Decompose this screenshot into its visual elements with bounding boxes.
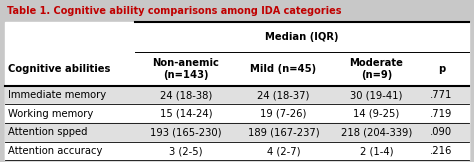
Text: Median (IQR): Median (IQR) <box>265 32 339 42</box>
Text: Attention spped: Attention spped <box>9 127 88 137</box>
Text: Table 1. Cognitive ability comparisons among IDA categories: Table 1. Cognitive ability comparisons a… <box>7 6 342 16</box>
Text: .771: .771 <box>430 90 453 100</box>
Text: Working memory: Working memory <box>9 109 94 119</box>
Text: 3 (2-5): 3 (2-5) <box>169 146 203 156</box>
Bar <box>5 104 469 123</box>
Text: 218 (204-339): 218 (204-339) <box>341 127 412 137</box>
Text: 193 (165-230): 193 (165-230) <box>150 127 222 137</box>
Text: 19 (7-26): 19 (7-26) <box>260 109 307 119</box>
Text: Immediate memory: Immediate memory <box>9 90 107 100</box>
Text: .216: .216 <box>430 146 453 156</box>
Text: 189 (167-237): 189 (167-237) <box>247 127 319 137</box>
Text: p: p <box>438 64 445 74</box>
Text: 4 (2-7): 4 (2-7) <box>267 146 300 156</box>
Text: 14 (9-25): 14 (9-25) <box>353 109 400 119</box>
Text: .090: .090 <box>430 127 453 137</box>
Text: Mild (n=45): Mild (n=45) <box>250 64 317 74</box>
Text: 24 (18-37): 24 (18-37) <box>257 90 310 100</box>
Text: Moderate
(n=9): Moderate (n=9) <box>349 58 403 80</box>
Text: Cognitive abilities: Cognitive abilities <box>9 64 111 74</box>
Bar <box>5 86 469 104</box>
Text: 2 (1-4): 2 (1-4) <box>360 146 393 156</box>
Bar <box>5 142 469 160</box>
Text: Non-anemic
(n=143): Non-anemic (n=143) <box>153 58 219 80</box>
Text: Attention accuracy: Attention accuracy <box>9 146 103 156</box>
Bar <box>5 22 469 160</box>
Text: 24 (18-38): 24 (18-38) <box>160 90 212 100</box>
Bar <box>5 123 469 142</box>
Text: .719: .719 <box>430 109 453 119</box>
Text: 30 (19-41): 30 (19-41) <box>350 90 402 100</box>
Text: 15 (14-24): 15 (14-24) <box>160 109 212 119</box>
